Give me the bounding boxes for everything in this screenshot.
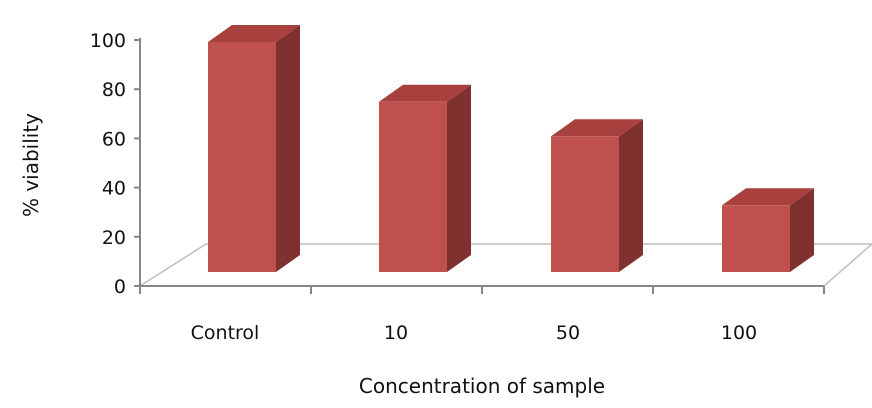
bar xyxy=(208,25,300,272)
bar-front-face xyxy=(551,136,619,272)
x-category-label: Control xyxy=(191,322,260,344)
x-axis-title: Concentration of sample xyxy=(359,374,605,398)
bar-top-face xyxy=(208,25,300,42)
bar-top-face xyxy=(722,188,814,206)
x-category-label: 10 xyxy=(384,322,408,344)
bars xyxy=(208,25,814,272)
bar-front-face xyxy=(208,42,276,272)
bar-top-face xyxy=(551,119,643,137)
y-tick-label: 40 xyxy=(102,178,126,200)
y-tick-label: 0 xyxy=(114,276,126,298)
x-category-label: 50 xyxy=(556,322,580,344)
y-tick-label: 20 xyxy=(102,227,126,249)
x-category-label: 100 xyxy=(721,322,757,344)
y-tick-label: 100 xyxy=(90,30,126,52)
y-tick-labels: 0 20 40 60 80 100 xyxy=(90,30,126,298)
x-category-labels: Control 10 50 100 xyxy=(191,322,757,344)
bar xyxy=(379,84,471,272)
bar-side-face xyxy=(790,188,814,272)
bar-front-face xyxy=(722,205,790,272)
bar xyxy=(551,119,643,272)
axes xyxy=(134,38,825,294)
y-tick-label: 80 xyxy=(102,79,126,101)
bar-top-face xyxy=(379,84,471,102)
bar-side-face xyxy=(619,119,643,272)
bar-side-face xyxy=(447,84,471,272)
y-axis-title: % viability xyxy=(19,113,43,217)
bar-front-face xyxy=(379,101,447,272)
y-tick-label: 60 xyxy=(102,128,126,150)
bar xyxy=(722,188,814,272)
bar-side-face xyxy=(276,25,300,272)
